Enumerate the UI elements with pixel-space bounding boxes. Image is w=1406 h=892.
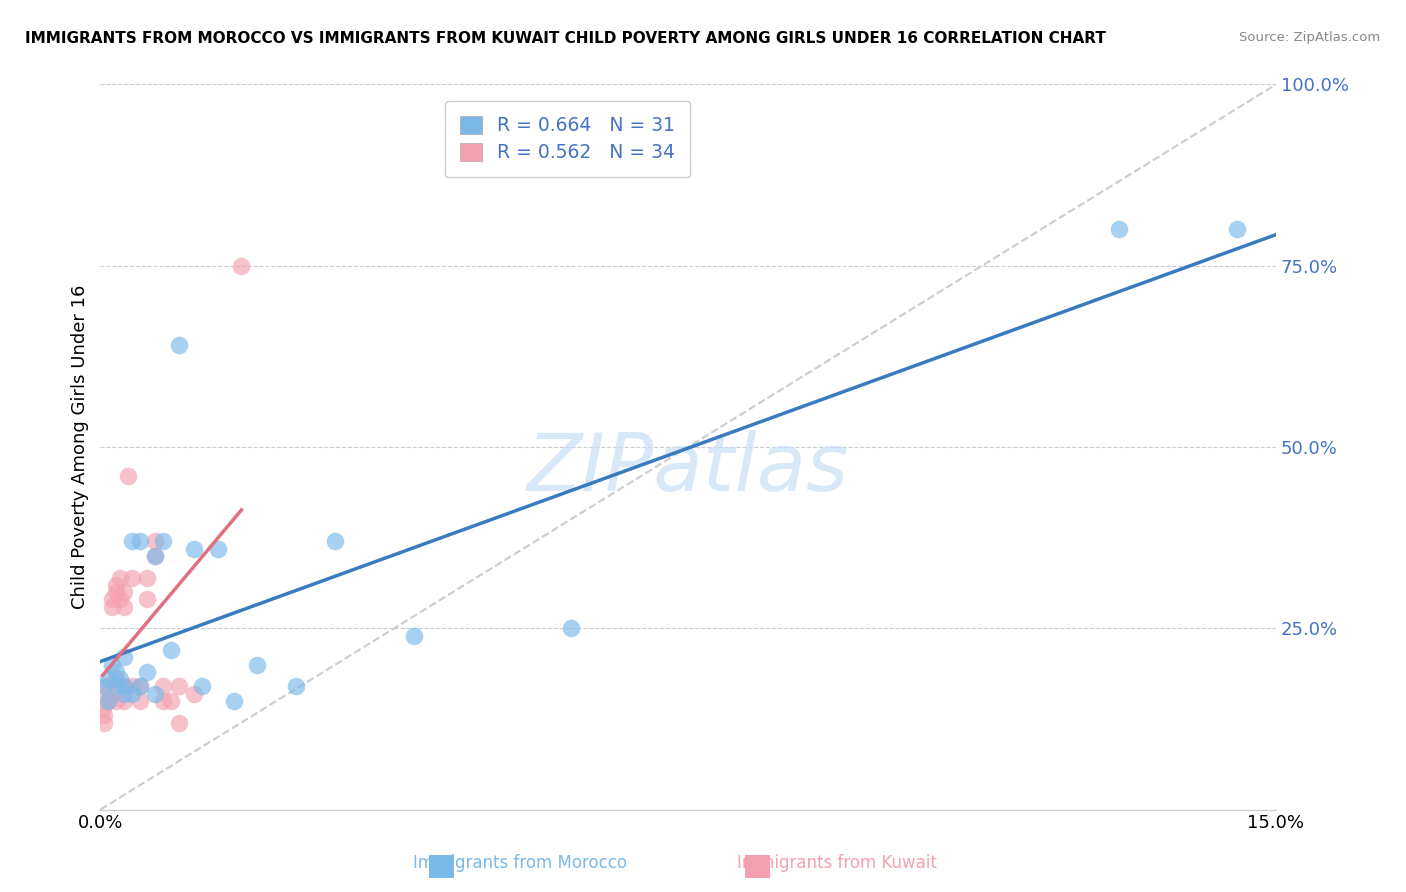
Point <box>285 679 308 693</box>
Text: Immigrants from Morocco: Immigrants from Morocco <box>413 855 627 872</box>
Point <box>108 672 131 686</box>
Point <box>121 534 143 549</box>
Point <box>402 628 425 642</box>
Point <box>112 679 135 693</box>
Point <box>105 665 128 679</box>
Point <box>207 541 229 556</box>
Point <box>167 679 190 693</box>
Legend: R = 0.664   N = 31, R = 0.562   N = 34: R = 0.664 N = 31, R = 0.562 N = 34 <box>444 101 690 178</box>
Point <box>121 570 143 584</box>
Point <box>1108 222 1130 236</box>
Point <box>105 672 128 686</box>
Point <box>108 570 131 584</box>
Point <box>112 686 135 700</box>
Point <box>105 679 128 693</box>
Point <box>136 665 159 679</box>
Point <box>108 592 131 607</box>
Point <box>105 585 128 599</box>
Point <box>136 592 159 607</box>
Point <box>105 694 128 708</box>
Text: ZIPatlas: ZIPatlas <box>527 430 849 508</box>
Point <box>112 650 135 665</box>
Point <box>160 643 183 657</box>
Point <box>121 679 143 693</box>
Point <box>143 686 166 700</box>
Point <box>231 259 253 273</box>
Point <box>560 621 582 635</box>
Point <box>167 715 190 730</box>
Y-axis label: Child Poverty Among Girls Under 16: Child Poverty Among Girls Under 16 <box>72 285 89 609</box>
Point <box>160 694 183 708</box>
Point <box>97 694 120 708</box>
Point <box>143 549 166 563</box>
Point <box>128 694 150 708</box>
Point <box>97 694 120 708</box>
Point <box>112 679 135 693</box>
Point <box>93 708 115 723</box>
Point <box>117 469 139 483</box>
Point <box>97 679 120 693</box>
Point <box>93 679 115 693</box>
Point <box>167 338 190 352</box>
Point <box>152 534 174 549</box>
Point <box>97 672 120 686</box>
Point <box>325 534 347 549</box>
Point <box>143 549 166 563</box>
Point <box>191 679 214 693</box>
Point <box>121 686 143 700</box>
Point <box>128 679 150 693</box>
Point <box>91 701 114 715</box>
Point <box>152 679 174 693</box>
Point <box>97 686 120 700</box>
Point <box>152 694 174 708</box>
Point <box>128 534 150 549</box>
Point <box>143 534 166 549</box>
Point <box>183 541 205 556</box>
Point <box>112 694 135 708</box>
Text: IMMIGRANTS FROM MOROCCO VS IMMIGRANTS FROM KUWAIT CHILD POVERTY AMONG GIRLS UNDE: IMMIGRANTS FROM MOROCCO VS IMMIGRANTS FR… <box>25 31 1107 46</box>
Point <box>128 679 150 693</box>
Point <box>101 592 124 607</box>
Point <box>222 694 245 708</box>
Point <box>246 657 269 672</box>
Text: Immigrants from Kuwait: Immigrants from Kuwait <box>737 855 936 872</box>
Point <box>183 686 205 700</box>
Point <box>112 599 135 614</box>
Point <box>101 657 124 672</box>
Point <box>101 599 124 614</box>
Point <box>105 578 128 592</box>
Point <box>1226 222 1249 236</box>
Point <box>112 585 135 599</box>
Point <box>93 715 115 730</box>
Text: Source: ZipAtlas.com: Source: ZipAtlas.com <box>1240 31 1381 45</box>
Point <box>136 570 159 584</box>
